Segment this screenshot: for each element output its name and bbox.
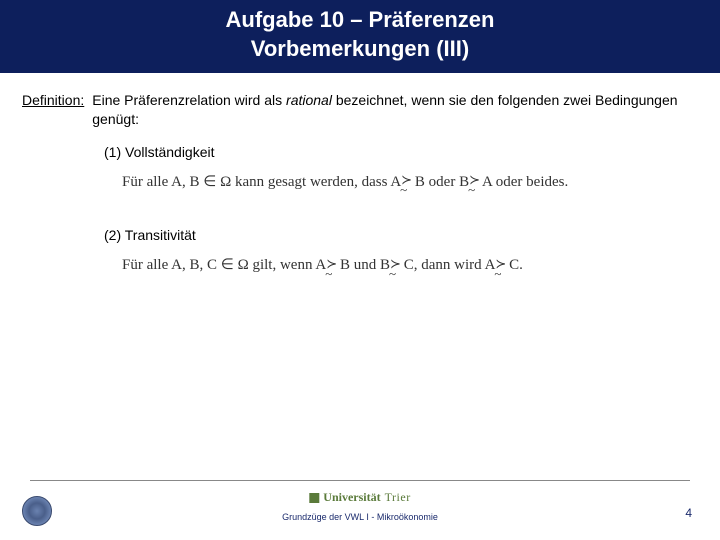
- university-seal-icon: [22, 496, 52, 526]
- point-1-math: Für alle A, B ∈ Ω kann gesagt werden, da…: [104, 172, 698, 192]
- university-prefix: Universität: [323, 490, 380, 505]
- def-pre: Eine Präferenzrelation wird als: [92, 92, 286, 108]
- p2-pre: Für alle A, B, C ∈ Ω gilt, wenn A: [122, 257, 326, 273]
- point-2-label: (2) Transitivität: [104, 226, 698, 245]
- def-italic: rational: [286, 92, 332, 108]
- succsim-icon: [326, 259, 336, 273]
- point-1: (1) Vollständigkeit Für alle A, B ∈ Ω ka…: [22, 143, 698, 192]
- slide-title-bar: Aufgabe 10 – Präferenzen Vorbemerkungen …: [0, 0, 720, 73]
- p1-end: A oder beides.: [479, 174, 568, 190]
- succsim-icon: [469, 175, 479, 189]
- footer-divider: [30, 480, 690, 481]
- definition-label: Definition:: [22, 91, 92, 129]
- p2-mid1: B und B: [336, 257, 390, 273]
- title-line-1: Aufgabe 10 – Präferenzen: [0, 6, 720, 35]
- p2-mid2: C, dann wird A: [400, 257, 495, 273]
- university-name: Trier: [385, 490, 411, 505]
- p1-pre: Für alle A, B ∈ Ω kann gesagt werden, da…: [122, 174, 401, 190]
- logo-square-icon: [309, 493, 319, 503]
- title-line-2: Vorbemerkungen (III): [0, 35, 720, 64]
- slide-content: Definition: Eine Präferenzrelation wird …: [0, 73, 720, 275]
- page-number: 4: [685, 506, 692, 520]
- footer-course: Grundzüge der VWL I - Mikroökonomie: [282, 512, 438, 522]
- point-2-math: Für alle A, B, C ∈ Ω gilt, wenn A B und …: [104, 255, 698, 275]
- definition-row: Definition: Eine Präferenzrelation wird …: [22, 91, 698, 129]
- point-1-label: (1) Vollständigkeit: [104, 143, 698, 162]
- p1-mid: B oder B: [411, 174, 469, 190]
- slide-footer: Universität Trier Grundzüge der VWL I - …: [0, 480, 720, 540]
- succsim-icon: [495, 259, 505, 273]
- p2-end: C.: [505, 257, 523, 273]
- succsim-icon: [390, 259, 400, 273]
- university-logo: Universität Trier: [309, 490, 410, 505]
- succsim-icon: [401, 175, 411, 189]
- point-2: (2) Transitivität Für alle A, B, C ∈ Ω g…: [22, 226, 698, 275]
- definition-text: Eine Präferenzrelation wird als rational…: [92, 91, 698, 129]
